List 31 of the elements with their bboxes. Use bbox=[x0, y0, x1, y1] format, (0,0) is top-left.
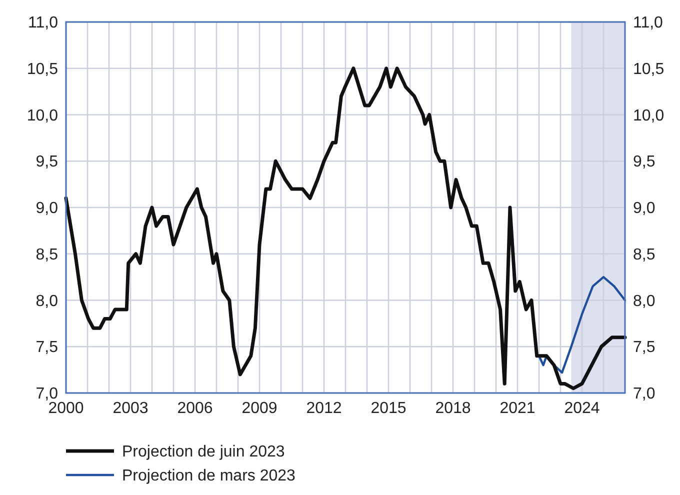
y2-tick-label: 9,0 bbox=[633, 200, 656, 218]
y-tick-label: 9,5 bbox=[36, 154, 58, 171]
y2-tick-label: 8,0 bbox=[633, 292, 656, 310]
y-tick-label: 7,5 bbox=[36, 339, 58, 356]
y2-tick-label: 9,5 bbox=[633, 154, 656, 171]
line-series bbox=[538, 276, 626, 374]
x-tick-label: 2003 bbox=[112, 400, 148, 417]
x-tick-label: 2018 bbox=[435, 400, 471, 417]
legend-label: Projection de juin 2023 bbox=[122, 444, 285, 461]
line-series bbox=[64, 66, 627, 390]
y2-tick-label: 10,0 bbox=[633, 107, 664, 124]
y-tick-label: 7,0 bbox=[36, 386, 58, 403]
y-tick-label: 8,0 bbox=[36, 292, 58, 310]
y2-tick-label: 7,0 bbox=[633, 386, 656, 403]
y-tick-label: 9,0 bbox=[36, 200, 58, 218]
legend-label: Projection de mars 2023 bbox=[122, 468, 296, 485]
x-tick-label: 2006 bbox=[177, 400, 213, 417]
y2-tick-label: 10,5 bbox=[633, 60, 664, 78]
x-tick-label: 2012 bbox=[306, 400, 342, 417]
x-tick-label: 2015 bbox=[370, 400, 406, 417]
y2-tick-label: 7,5 bbox=[633, 339, 656, 356]
x-tick-label: 2009 bbox=[242, 400, 278, 417]
y-tick-label: 10,5 bbox=[26, 60, 58, 78]
y-tick-label: 10,0 bbox=[26, 107, 58, 124]
y2-tick-label: 11,0 bbox=[633, 14, 664, 32]
y2-tick-label: 8,5 bbox=[633, 246, 656, 264]
x-tick-label: 2000 bbox=[48, 400, 84, 417]
y-tick-label: 8,5 bbox=[36, 246, 58, 264]
x-tick-label: 2024 bbox=[564, 400, 600, 417]
y-tick-label: 11,0 bbox=[28, 14, 58, 32]
x-tick-label: 2021 bbox=[500, 400, 536, 417]
